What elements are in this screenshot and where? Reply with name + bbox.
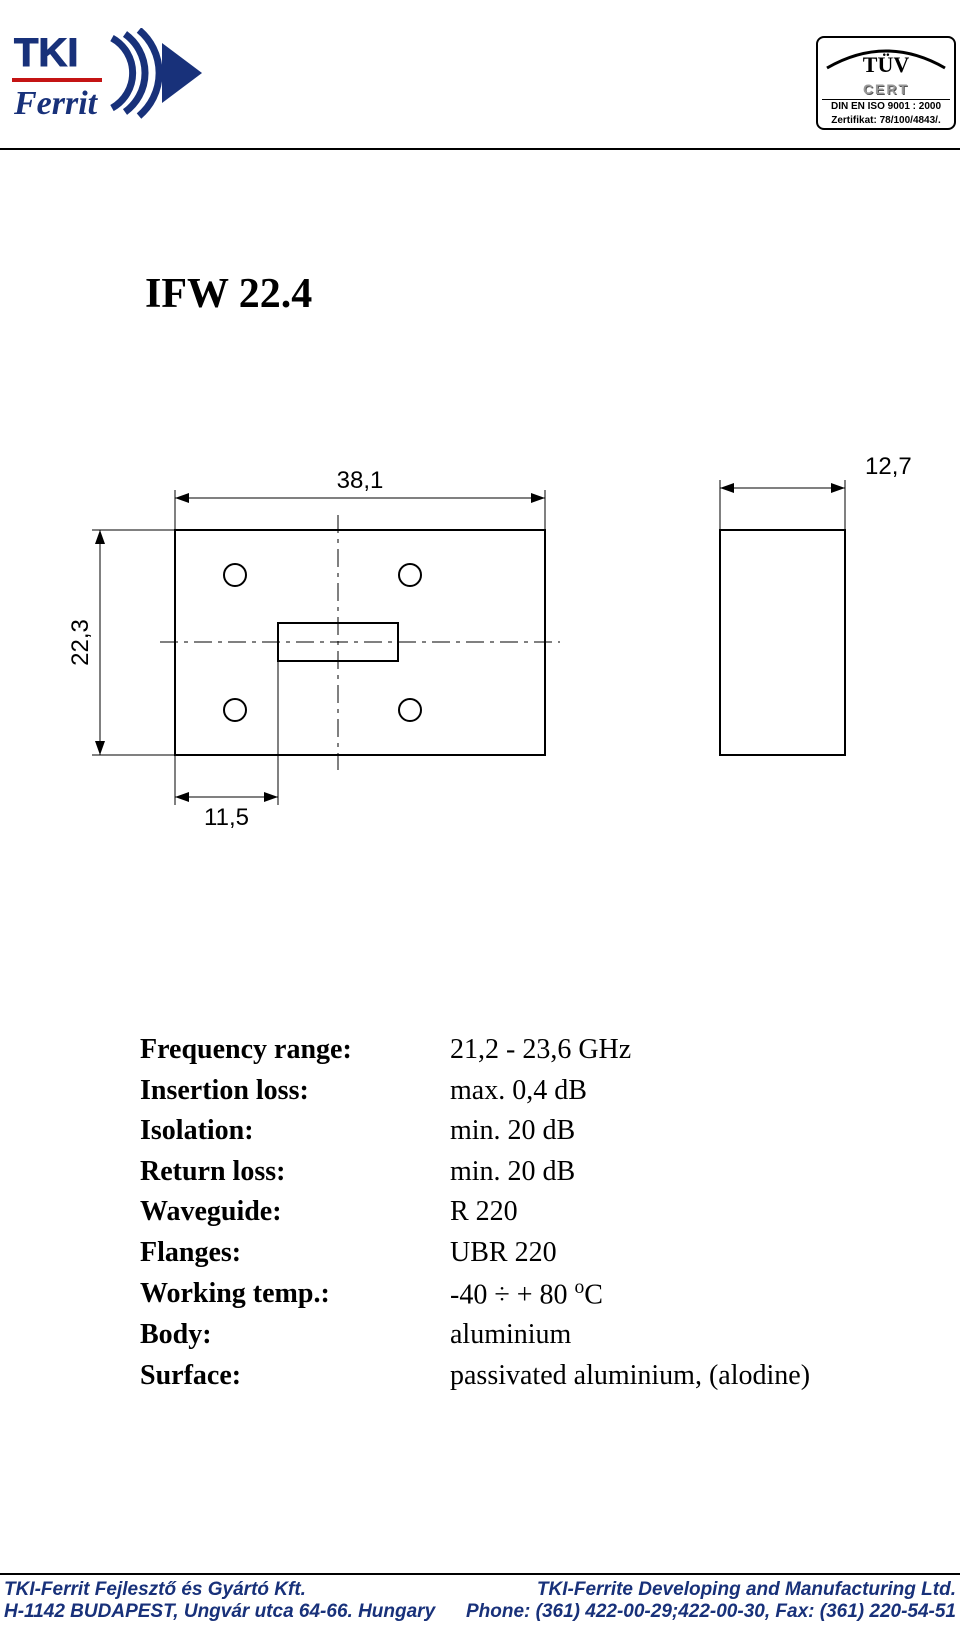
spec-row: Frequency range:21,2 - 23,6 GHz — [140, 1030, 810, 1071]
specifications-table: Frequency range:21,2 - 23,6 GHzInsertion… — [140, 1030, 810, 1397]
tuv-brand-text: TÜV — [863, 52, 910, 76]
tuv-zert-line: Zertifikat: 78/100/4843/. — [822, 114, 950, 126]
tuv-cert-badge: TÜV CERT DIN EN ISO 9001 : 2000 Zertifik… — [816, 36, 956, 130]
spec-value: UBR 220 — [450, 1233, 557, 1274]
spec-value: 21,2 - 23,6 GHz — [450, 1030, 631, 1071]
spec-row: Surface:passivated aluminium, (alodine) — [140, 1356, 810, 1397]
spec-label: Waveguide: — [140, 1192, 450, 1233]
spec-value: R 220 — [450, 1192, 518, 1233]
spec-row: Body:aluminium — [140, 1315, 810, 1356]
spec-row: Flanges:UBR 220 — [140, 1233, 810, 1274]
page-footer: TKI-Ferrit Fejlesztő és Gyártó Kft. TKI-… — [0, 1573, 960, 1623]
spec-label: Insertion loss: — [140, 1071, 450, 1112]
footer-address: H-1142 BUDAPEST, Ungvár utca 64-66. Hung… — [4, 1601, 435, 1623]
svg-text:22,3: 22,3 — [67, 619, 94, 666]
spec-row: Insertion loss:max. 0,4 dB — [140, 1071, 810, 1112]
spec-row: Isolation:min. 20 dB — [140, 1111, 810, 1152]
product-title: IFW 22.4 — [145, 270, 312, 318]
spec-value: passivated aluminium, (alodine) — [450, 1356, 810, 1397]
svg-text:12,7: 12,7 — [865, 453, 912, 480]
spec-row: Working temp.:-40 ÷ + 80 oC — [140, 1274, 810, 1316]
svg-text:Ferrit: Ferrit — [13, 85, 99, 122]
spec-value: max. 0,4 dB — [450, 1071, 587, 1112]
spec-value: -40 ÷ + 80 oC — [450, 1274, 603, 1316]
spec-value: min. 20 dB — [450, 1152, 575, 1193]
svg-text:38,1: 38,1 — [337, 467, 384, 494]
footer-contact: Phone: (361) 422-00-29;422-00-30, Fax: (… — [466, 1601, 956, 1623]
spec-label: Isolation: — [140, 1111, 450, 1152]
spec-row: Return loss:min. 20 dB — [140, 1152, 810, 1193]
page-header: TKI Ferrit TÜV CERT DIN EN ISO 9001 : 20… — [0, 20, 960, 150]
svg-text:TKI: TKI — [14, 31, 78, 75]
svg-text:11,5: 11,5 — [204, 804, 249, 831]
tuv-iso-line: DIN EN ISO 9001 : 2000 — [822, 99, 950, 112]
footer-company-hu: TKI-Ferrit Fejlesztő és Gyártó Kft. — [4, 1579, 306, 1601]
spec-label: Frequency range: — [140, 1030, 450, 1071]
tuv-cert-text: CERT — [822, 81, 950, 97]
footer-company-en: TKI-Ferrite Developing and Manufacturing… — [537, 1579, 956, 1601]
spec-label: Working temp.: — [140, 1274, 450, 1316]
spec-label: Surface: — [140, 1356, 450, 1397]
spec-label: Flanges: — [140, 1233, 450, 1274]
spec-value: min. 20 dB — [450, 1111, 575, 1152]
spec-label: Body: — [140, 1315, 450, 1356]
technical-drawing: 38,1 22,3 11,5 12,7 — [40, 440, 920, 860]
spec-row: Waveguide:R 220 — [140, 1192, 810, 1233]
tki-ferrit-logo: TKI Ferrit — [12, 28, 212, 133]
spec-label: Return loss: — [140, 1152, 450, 1193]
spec-value: aluminium — [450, 1315, 571, 1356]
